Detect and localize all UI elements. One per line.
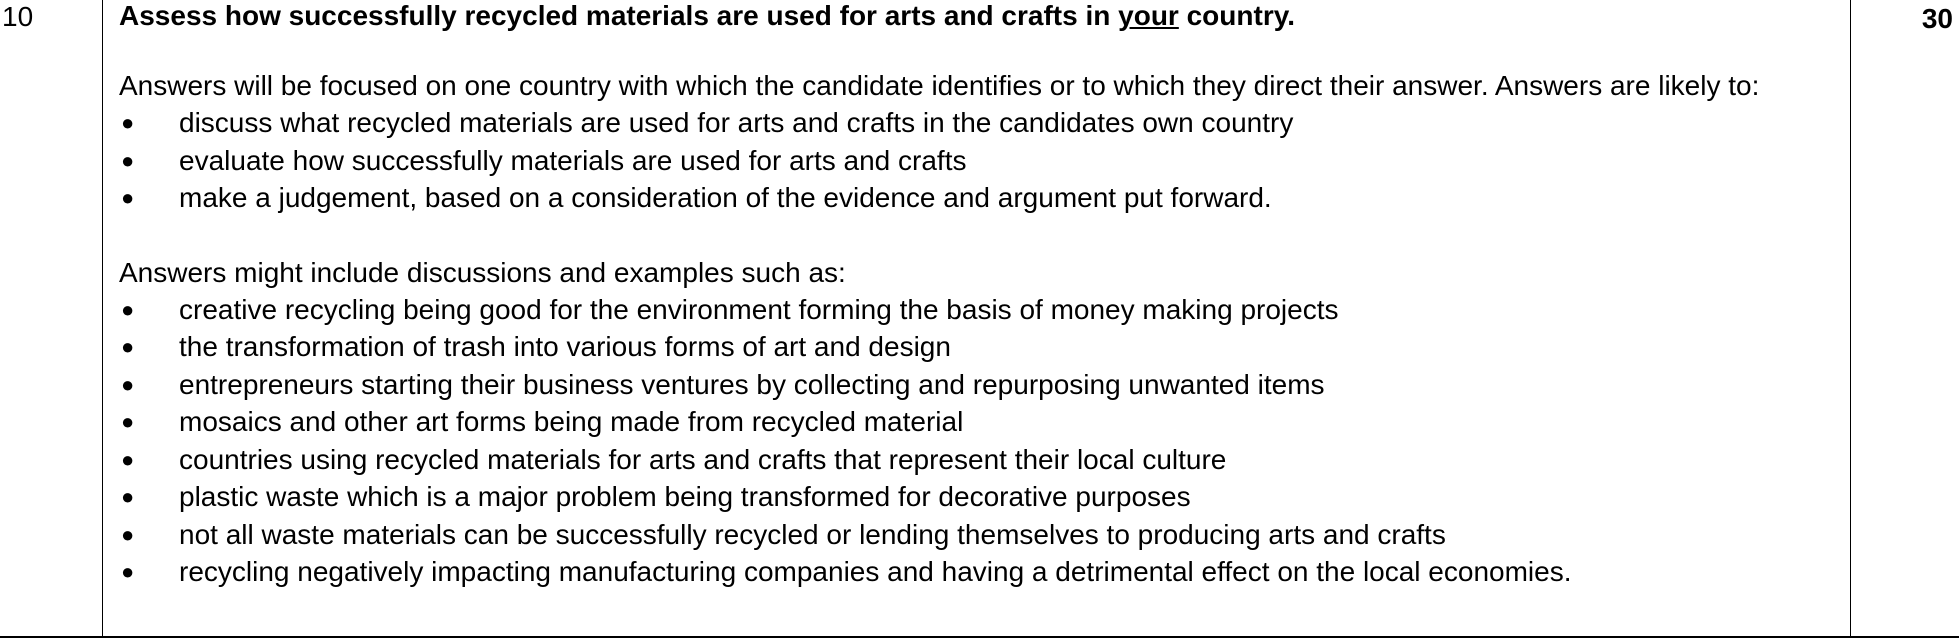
bullet-icon: ● <box>121 185 135 210</box>
list-item-text: the transformation of trash into various… <box>179 331 951 362</box>
question-number: 10 <box>0 0 103 638</box>
list-item-text: not all waste materials can be successfu… <box>179 518 1446 550</box>
list-item: ● creative recycling being good for the e… <box>119 291 1850 329</box>
list-item: ● discuss what recycled materials are use… <box>119 104 1850 142</box>
bullet-icon: ● <box>121 559 135 584</box>
bullet-icon: ● <box>121 110 135 135</box>
list-item-text: recycling negatively impacting manufactu… <box>179 556 1572 587</box>
question-marks: 30 <box>1850 0 1959 638</box>
bullet-icon: ● <box>121 484 135 509</box>
list-item: ● entrepreneurs starting their business v… <box>119 366 1850 404</box>
list-item-text: mosaics and other art forms being made f… <box>179 406 964 437</box>
list-item: ● the transformation of trash into variou… <box>119 328 1850 366</box>
bullet-icon: ● <box>121 446 135 472</box>
list-item-text: entrepreneurs starting their business ve… <box>179 368 1325 400</box>
bullet-icon: ● <box>121 334 135 359</box>
bullet-icon: ● <box>121 296 135 322</box>
list-item: ● evaluate how successfully materials are… <box>119 142 1850 180</box>
list-item-text: plastic waste which is a major problem b… <box>179 481 1191 512</box>
list-item: ● not all waste materials can be successf… <box>119 516 1850 554</box>
list-item-text: discuss what recycled materials are used… <box>179 107 1294 138</box>
likely-points-list: ● discuss what recycled materials are use… <box>119 104 1850 217</box>
list-item-text: evaluate how successfully materials are … <box>179 144 967 176</box>
examples-list: ● creative recycling being good for the e… <box>119 291 1850 591</box>
examples-intro: Answers might include discussions and ex… <box>119 256 846 288</box>
list-item-text: countries using recycled materials for a… <box>179 443 1227 475</box>
question-content: Assess how successfully recycled materia… <box>102 0 1851 638</box>
list-item: ● plastic waste which is a major problem … <box>119 478 1850 516</box>
bullet-icon: ● <box>121 371 135 397</box>
question-prompt-end: country. <box>1178 0 1295 31</box>
list-item: ● make a judgement, based on a considerat… <box>119 179 1850 217</box>
list-item: ● mosaics and other art forms being made … <box>119 403 1850 441</box>
list-item: ● recycling negatively impacting manufact… <box>119 553 1850 591</box>
bullet-icon: ● <box>121 147 135 173</box>
question-prompt: Assess how successfully recycled materia… <box>119 1 1850 31</box>
list-item: ● countries using recycled materials for … <box>119 441 1850 479</box>
list-item-text: creative recycling being good for the en… <box>179 293 1339 325</box>
guidance-intro: Answers will be focused on one country w… <box>119 70 1760 101</box>
question-prompt-start: Assess how successfully recycled materia… <box>119 0 1119 31</box>
list-item-text: make a judgement, based on a considerati… <box>179 182 1272 213</box>
question-prompt-emphasis: your <box>1118 0 1179 31</box>
bullet-icon: ● <box>121 521 135 547</box>
bullet-icon: ● <box>121 409 135 434</box>
